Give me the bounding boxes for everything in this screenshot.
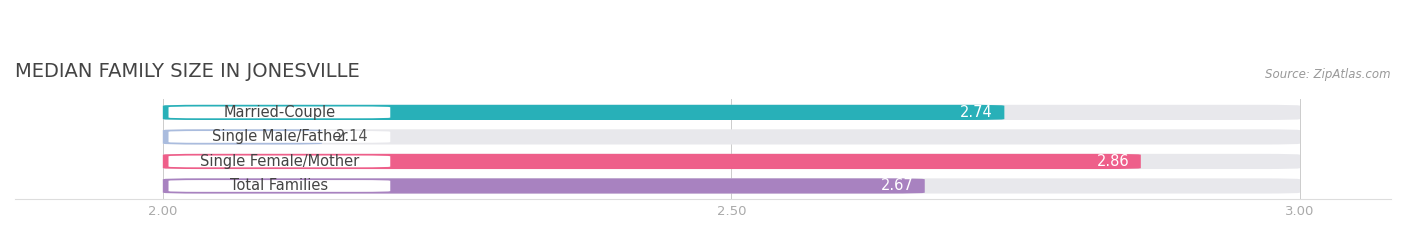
- FancyBboxPatch shape: [163, 105, 1301, 120]
- FancyBboxPatch shape: [163, 129, 322, 144]
- Text: 2.86: 2.86: [1097, 154, 1129, 169]
- FancyBboxPatch shape: [163, 178, 925, 194]
- Text: Married-Couple: Married-Couple: [224, 105, 336, 120]
- Text: MEDIAN FAMILY SIZE IN JONESVILLE: MEDIAN FAMILY SIZE IN JONESVILLE: [15, 62, 360, 81]
- Text: 2.67: 2.67: [880, 178, 914, 193]
- FancyBboxPatch shape: [163, 105, 1004, 120]
- FancyBboxPatch shape: [163, 154, 1140, 169]
- FancyBboxPatch shape: [163, 178, 1301, 194]
- FancyBboxPatch shape: [169, 180, 391, 192]
- Text: Single Male/Father: Single Male/Father: [212, 129, 347, 144]
- Text: Total Families: Total Families: [231, 178, 329, 193]
- Text: Single Female/Mother: Single Female/Mother: [200, 154, 359, 169]
- Text: Source: ZipAtlas.com: Source: ZipAtlas.com: [1265, 68, 1391, 81]
- Text: 2.14: 2.14: [336, 129, 368, 144]
- FancyBboxPatch shape: [169, 131, 391, 143]
- FancyBboxPatch shape: [169, 156, 391, 167]
- FancyBboxPatch shape: [163, 154, 1301, 169]
- Text: 2.74: 2.74: [960, 105, 993, 120]
- FancyBboxPatch shape: [163, 129, 1301, 144]
- FancyBboxPatch shape: [169, 106, 391, 118]
